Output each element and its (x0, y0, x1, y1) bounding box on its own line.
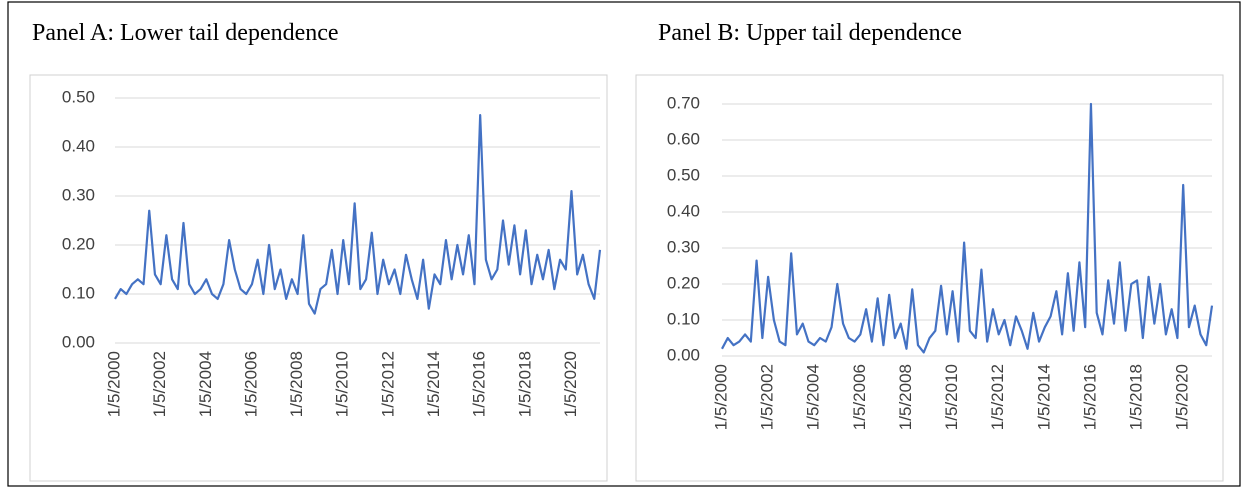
x-tick-label: 1/5/2002 (150, 351, 169, 417)
x-tick-label: 1/5/2004 (804, 364, 823, 430)
x-tick-label: 1/5/2016 (1080, 364, 1099, 430)
x-tick-label: 1/5/2010 (942, 364, 961, 430)
x-tick-label: 1/5/2018 (1127, 364, 1146, 430)
panel-b-box (635, 74, 1224, 482)
y-tick-label: 0.00 (667, 345, 700, 364)
y-tick-label: 0.70 (667, 93, 700, 112)
y-tick-label: 0.40 (62, 136, 95, 155)
x-tick-label: 1/5/2012 (988, 364, 1007, 430)
y-tick-label: 0.00 (62, 332, 95, 351)
y-tick-label: 0.50 (62, 87, 95, 106)
x-tick-label: 1/5/2002 (758, 364, 777, 430)
line (114, 114, 602, 315)
x-tick-label: 1/5/2014 (1034, 364, 1053, 430)
x-tick-label: 1/5/2000 (104, 351, 123, 417)
y-tick-label: 0.50 (667, 165, 700, 184)
y-tick-label: 0.20 (667, 273, 700, 292)
x-tick-label: 1/5/2018 (515, 351, 534, 417)
x-tick-label: 1/5/2006 (850, 364, 869, 430)
x-tick-label: 1/5/2008 (287, 351, 306, 417)
y-tick-label: 0.40 (667, 201, 700, 220)
y-tick-label: 0.10 (62, 283, 95, 302)
x-tick-label: 1/5/2020 (561, 351, 580, 417)
chart-title: Panel A: Lower tail dependence (32, 20, 339, 46)
x-tick-label: 1/5/2016 (470, 351, 489, 417)
panel-a-box (29, 74, 608, 482)
y-tick-label: 0.30 (62, 185, 95, 204)
x-tick-label: 1/5/2004 (196, 351, 215, 417)
x-tick-label: 1/5/2010 (333, 351, 352, 417)
line (721, 102, 1214, 354)
y-tick-label: 0.30 (667, 237, 700, 256)
x-tick-label: 1/5/2008 (896, 364, 915, 430)
x-tick-label: 1/5/2012 (378, 351, 397, 417)
x-tick-label: 1/5/2000 (711, 364, 730, 430)
y-tick-label: 0.20 (62, 234, 95, 253)
x-tick-label: 1/5/2006 (241, 351, 260, 417)
y-tick-label: 0.60 (667, 129, 700, 148)
chart-title: Panel B: Upper tail dependence (658, 20, 962, 46)
x-tick-label: 1/5/2014 (424, 351, 443, 417)
x-tick-label: 1/5/2020 (1173, 364, 1192, 430)
y-tick-label: 0.10 (667, 309, 700, 328)
frame (7, 1, 1241, 487)
